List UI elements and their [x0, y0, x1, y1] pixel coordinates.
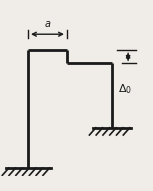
Text: $\Delta_0$: $\Delta_0$: [118, 82, 132, 96]
Text: $a$: $a$: [44, 19, 51, 29]
